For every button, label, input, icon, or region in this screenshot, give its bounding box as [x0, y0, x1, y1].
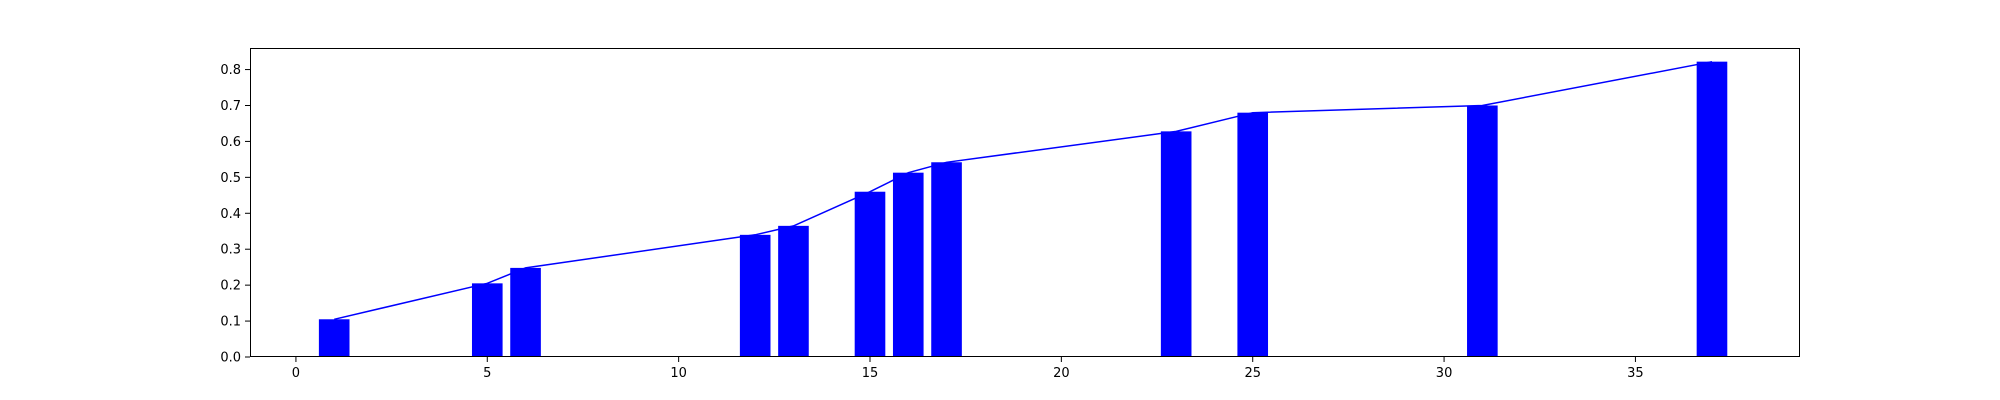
bar-17	[931, 162, 962, 357]
x-tick-label-15: 15	[862, 366, 879, 381]
bar-15	[854, 191, 886, 357]
y-axis: 0.0 0.1 0.2 0.3 0.4 0.5 0.6 0.7 0.8	[220, 63, 250, 366]
plot-area	[250, 48, 1800, 358]
bar-5	[471, 283, 503, 357]
x-tick-label-5: 5	[483, 366, 491, 381]
y-tick-label-0.4: 0.4	[220, 207, 241, 222]
x-tick-label-35: 35	[1627, 366, 1644, 381]
bar-12	[739, 234, 771, 357]
plot-background	[250, 48, 1800, 357]
y-tick-label-0.2: 0.2	[220, 279, 241, 294]
y-tick-label-0.1: 0.1	[220, 315, 241, 330]
y-tick-label-0.5: 0.5	[220, 171, 241, 186]
bar-25	[1237, 112, 1269, 358]
y-tick-label-0.3: 0.3	[220, 243, 241, 258]
bar-1	[318, 319, 350, 357]
x-tick-label-0: 0	[292, 366, 300, 381]
y-tick-label-0.7: 0.7	[220, 99, 241, 114]
bar-31	[1467, 105, 1498, 357]
x-tick-label-30: 30	[1436, 366, 1453, 381]
x-axis: 0 5 10 15 20 25 30 35	[292, 357, 1644, 381]
x-tick-label-20: 20	[1053, 366, 1070, 381]
x-tick-label-10: 10	[670, 366, 687, 381]
plot-frame	[250, 48, 1800, 357]
x-tick-label-25: 25	[1244, 366, 1261, 381]
bar-6	[510, 267, 541, 357]
bar-series	[318, 61, 1728, 358]
bar-23	[1160, 131, 1192, 357]
y-tick-label-0.0: 0.0	[220, 351, 241, 366]
line-series	[334, 60, 1713, 321]
bar-13	[778, 225, 809, 357]
y-tick-label-0.6: 0.6	[220, 135, 241, 150]
bar-16	[892, 172, 924, 357]
bar-37	[1696, 61, 1728, 357]
y-tick-label-0.8: 0.8	[220, 63, 241, 78]
